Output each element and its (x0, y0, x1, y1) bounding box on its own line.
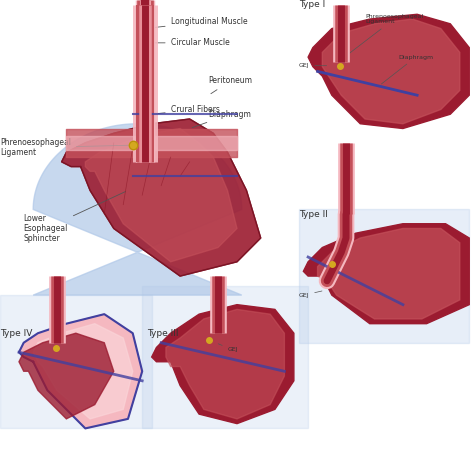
Polygon shape (308, 14, 469, 129)
Text: Circular Muscle: Circular Muscle (147, 39, 229, 47)
Polygon shape (166, 309, 284, 419)
Text: Phrenoesophageal
Ligament: Phrenoesophageal Ligament (344, 14, 423, 58)
Text: GEJ: GEJ (299, 291, 322, 298)
Text: Type IV: Type IV (0, 328, 32, 337)
Polygon shape (62, 119, 261, 276)
Polygon shape (19, 333, 114, 419)
Text: Longitudinal Muscle: Longitudinal Muscle (147, 17, 247, 28)
Text: Crural Fibers: Crural Fibers (155, 105, 219, 114)
Polygon shape (142, 286, 308, 428)
Text: Type II: Type II (299, 209, 328, 218)
Text: Diaphragm: Diaphragm (192, 110, 251, 128)
Text: Diaphragm: Diaphragm (382, 55, 433, 84)
Polygon shape (0, 295, 152, 428)
Polygon shape (303, 224, 469, 324)
Polygon shape (85, 129, 237, 262)
Polygon shape (19, 314, 142, 428)
Text: Phrenoesophageal
Ligament: Phrenoesophageal Ligament (0, 138, 130, 157)
Polygon shape (33, 124, 242, 295)
Polygon shape (318, 228, 460, 319)
Polygon shape (322, 19, 460, 124)
Polygon shape (299, 209, 469, 343)
Polygon shape (152, 305, 294, 424)
Text: GEJ: GEJ (218, 344, 238, 352)
Text: GEJ: GEJ (299, 63, 327, 68)
Text: Peritoneum: Peritoneum (209, 77, 253, 94)
Text: Type I: Type I (299, 0, 325, 9)
Polygon shape (33, 324, 133, 419)
Text: Lower
Esophageal
Sphincter: Lower Esophageal Sphincter (24, 191, 126, 243)
Text: Type III: Type III (147, 328, 178, 337)
Polygon shape (294, 10, 469, 133)
